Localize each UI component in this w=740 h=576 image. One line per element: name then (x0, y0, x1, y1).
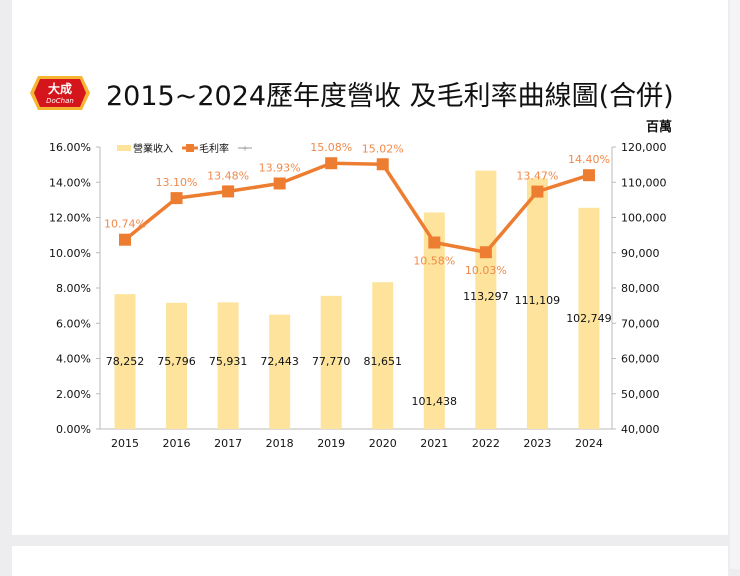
gross-margin-label: 15.02% (362, 142, 404, 155)
gross-margin-marker (170, 192, 183, 205)
left-tick-label: 2.00% (56, 388, 91, 401)
legend-revenue-swatch (117, 145, 131, 151)
x-tick-label: 2015 (111, 437, 139, 450)
gross-margin-marker (479, 246, 492, 259)
x-tick-label: 2021 (420, 437, 448, 450)
left-tick-label: 10.00% (49, 247, 91, 260)
revenue-bar (320, 295, 342, 429)
revenue-bar (166, 302, 188, 429)
revenue-bar-label: 72,443 (260, 355, 299, 368)
revenue-bar-label: 75,931 (209, 355, 248, 368)
revenue-bar-label: 78,252 (106, 355, 145, 368)
legend-margin-marker (186, 144, 194, 152)
right-tick-label: 110,000 (621, 176, 667, 189)
gross-margin-marker (582, 169, 595, 182)
revenue-bar (475, 170, 497, 429)
right-tick-label: 60,000 (621, 353, 660, 366)
svg-text:大成: 大成 (48, 81, 72, 96)
gross-margin-label: 10.74% (104, 218, 146, 231)
legend-revenue-label: 營業收入 (133, 142, 173, 155)
left-tick-label: 0.00% (56, 423, 91, 436)
svg-text:DoChan: DoChan (46, 97, 74, 105)
right-tick-label: 90,000 (621, 247, 660, 260)
x-tick-label: 2016 (163, 437, 191, 450)
gross-margin-marker (222, 185, 235, 198)
left-tick-label: 6.00% (56, 317, 91, 330)
gross-margin-line (123, 161, 590, 255)
gross-margin-marker (119, 233, 131, 246)
legend-margin-label: 毛利率 (199, 142, 229, 155)
gross-margin-label: 13.47% (516, 170, 558, 183)
gross-margin-label: 10.58% (413, 255, 455, 268)
left-tick-label: 16.00% (49, 141, 91, 154)
x-tick-label: 2017 (214, 437, 242, 450)
gross-margin-label: 10.03% (465, 264, 507, 277)
revenue-bar-label: 102,749 (566, 312, 612, 325)
chart-card (12, 0, 728, 535)
x-tick-label: 2023 (523, 437, 551, 450)
gross-margin-label: 14.40% (568, 153, 610, 166)
revenue-bar-label: 101,438 (412, 395, 458, 408)
gross-margin-label: 13.93% (259, 161, 301, 174)
revenue-bar (578, 207, 600, 429)
right-tick-label: 100,000 (621, 212, 667, 225)
left-tick-label: 4.00% (56, 353, 91, 366)
revenue-bar-label: 77,770 (312, 355, 351, 368)
gross-margin-marker (376, 158, 389, 171)
right-tick-label: 40,000 (621, 423, 660, 436)
left-tick-label: 8.00% (56, 282, 91, 295)
page-title: 2015~2024歷年度營收 及毛利率曲線圖(合併) (106, 81, 674, 112)
revenue-bar (269, 314, 291, 429)
gross-margin-marker (273, 177, 286, 190)
gross-margin-marker (325, 157, 338, 170)
x-tick-label: 2019 (317, 437, 345, 450)
right-tick-label: 70,000 (621, 317, 660, 330)
gross-margin-marker (531, 185, 544, 198)
gross-margin-label: 15.08% (310, 141, 352, 154)
revenue-bar (372, 282, 394, 429)
x-tick-label: 2024 (575, 437, 603, 450)
dochan-logo: 大成 DoChan (30, 76, 90, 110)
legend-third-marker: + (242, 144, 249, 153)
revenue-bar-label: 81,651 (364, 355, 403, 368)
right-tick-label: 80,000 (621, 282, 660, 295)
revenue-bar (526, 178, 548, 429)
gross-margin-label: 13.10% (156, 176, 198, 189)
x-tick-label: 2018 (266, 437, 294, 450)
right-tick-label: 120,000 (621, 141, 667, 154)
right-axis-unit: 百萬 (646, 119, 672, 135)
revenue-bar-label: 113,297 (463, 290, 509, 303)
x-tick-label: 2022 (472, 437, 500, 450)
x-tick-label: 2020 (369, 437, 397, 450)
revenue-bar (114, 294, 136, 429)
revenue-bar (423, 212, 445, 429)
left-tick-label: 14.00% (49, 176, 91, 189)
scrollbar[interactable] (730, 0, 740, 569)
revenue-bar (217, 302, 239, 429)
revenue-bar-label: 75,796 (157, 355, 196, 368)
gross-margin-marker (428, 236, 441, 249)
gross-margin-label: 13.48% (207, 169, 249, 182)
left-tick-label: 12.00% (49, 212, 91, 225)
right-tick-label: 50,000 (621, 388, 660, 401)
revenue-bar-label: 111,109 (515, 294, 561, 307)
